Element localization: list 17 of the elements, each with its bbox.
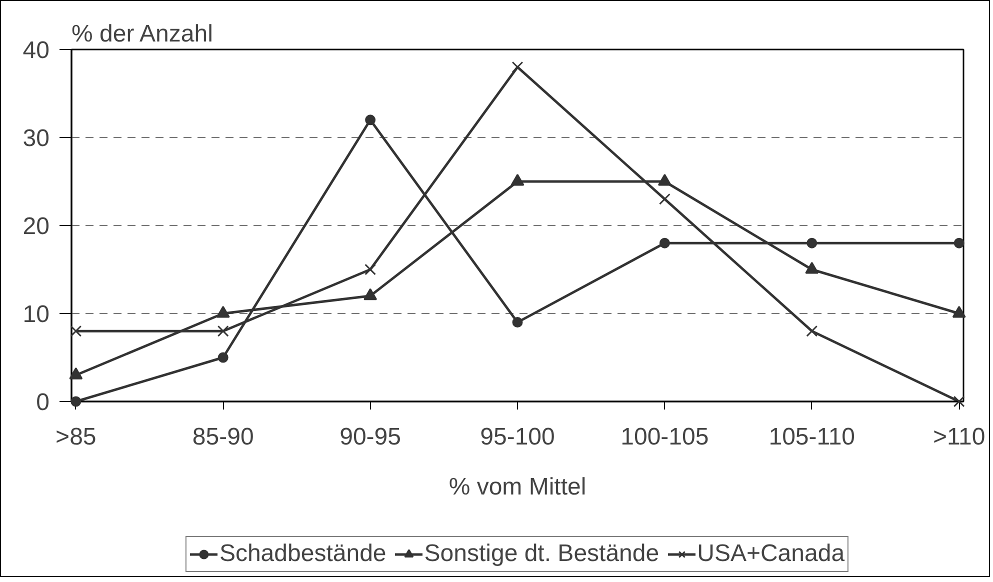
x-tick-label: 95-100 [480, 424, 555, 450]
legend-label: Sonstige dt. Bestände [424, 540, 660, 568]
y-tick-label: 30 [22, 125, 50, 152]
y-tick-label: 40 [22, 37, 50, 64]
x-tick-label: 105-110 [768, 424, 856, 450]
x-tick-label: >110 [932, 424, 986, 450]
y-tick-label: 20 [22, 213, 50, 240]
x-tick-label: 90-95 [340, 424, 402, 450]
x-axis-title: % vom Mittel [448, 474, 586, 500]
y-tick-label: 0 [36, 389, 50, 416]
x-tick-label: 100-105 [620, 424, 709, 450]
x-tick-label: 85-90 [192, 424, 254, 450]
y-tick-label: 10 [22, 301, 50, 328]
x-tick-label: >85 [56, 424, 96, 450]
y-axis-title: % der Anzahl [72, 20, 213, 48]
legend-label: USA+Canada [697, 540, 845, 568]
legend-label: Schadbestände [219, 540, 386, 568]
